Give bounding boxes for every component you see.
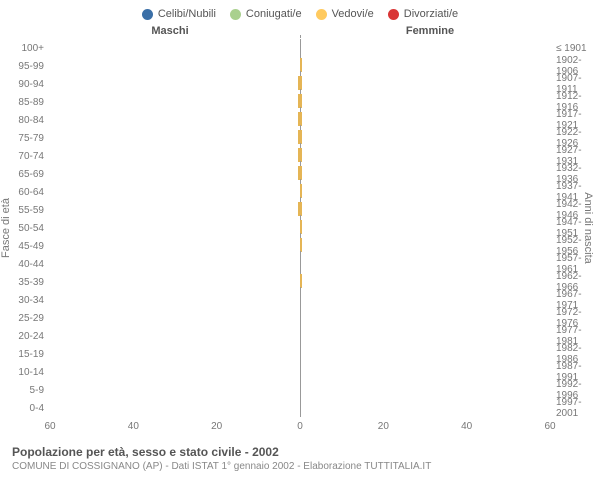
age-label: 50-54 (0, 223, 50, 234)
male-half (50, 381, 300, 399)
year-label: 1997-2001 (550, 397, 600, 419)
chart-area: Fasce di età Anni di nascita 100+ ≤ 1901… (0, 39, 600, 417)
legend-swatch (142, 9, 153, 20)
age-label: 60-64 (0, 187, 50, 198)
female-half (300, 399, 550, 417)
female-half (300, 255, 550, 273)
legend-item: Celibi/Nubili (142, 8, 216, 20)
male-half (50, 111, 300, 129)
x-axis: 20 40 60 0 20 40 60 (0, 417, 600, 435)
legend: Celibi/Nubili Coniugati/e Vedovi/e Divorzia… (0, 0, 600, 23)
age-label: 70-74 (0, 151, 50, 162)
female-half (300, 363, 550, 381)
x-tick: 60 (44, 421, 55, 432)
male-title: Maschi (0, 25, 300, 37)
age-label: 30-34 (0, 295, 50, 306)
age-label: 90-94 (0, 79, 50, 90)
female-half (300, 237, 550, 255)
male-half (50, 273, 300, 291)
legend-label: Coniugati/e (246, 8, 302, 20)
male-half (50, 309, 300, 327)
male-half (50, 129, 300, 147)
female-half (300, 183, 550, 201)
legend-swatch (230, 9, 241, 20)
x-tick: 60 (544, 421, 555, 432)
male-half (50, 219, 300, 237)
female-half (300, 327, 550, 345)
male-half (50, 75, 300, 93)
female-half (300, 93, 550, 111)
male-half (50, 363, 300, 381)
legend-label: Vedovi/e (332, 8, 374, 20)
age-label: 100+ (0, 43, 50, 54)
year-label: ≤ 1901 (550, 43, 600, 54)
male-half (50, 345, 300, 363)
female-half (300, 165, 550, 183)
female-half (300, 39, 550, 57)
male-half (50, 291, 300, 309)
chart-title: Popolazione per età, sesso e stato civil… (12, 445, 588, 459)
female-half (300, 219, 550, 237)
female-half (300, 273, 550, 291)
x-tick: 40 (128, 421, 139, 432)
male-half (50, 39, 300, 57)
male-half (50, 147, 300, 165)
female-half (300, 201, 550, 219)
x-tick: 20 (378, 421, 389, 432)
age-label: 35-39 (0, 277, 50, 288)
x-tick: 0 (297, 421, 303, 432)
female-half (300, 57, 550, 75)
female-half (300, 147, 550, 165)
chart-subtitle: COMUNE DI COSSIGNANO (AP) - Dati ISTAT 1… (12, 461, 588, 472)
age-label: 85-89 (0, 97, 50, 108)
female-half (300, 75, 550, 93)
male-half (50, 237, 300, 255)
age-label: 10-14 (0, 367, 50, 378)
age-label: 20-24 (0, 331, 50, 342)
male-half (50, 255, 300, 273)
female-half (300, 129, 550, 147)
legend-label: Divorziati/e (404, 8, 458, 20)
male-half (50, 399, 300, 417)
age-label: 40-44 (0, 259, 50, 270)
age-label: 5-9 (0, 385, 50, 396)
legend-swatch (388, 9, 399, 20)
x-tick: 40 (461, 421, 472, 432)
x-tick: 20 (211, 421, 222, 432)
male-half (50, 201, 300, 219)
age-label: 15-19 (0, 349, 50, 360)
female-title: Femmine (300, 25, 600, 37)
age-label: 0-4 (0, 403, 50, 414)
legend-item: Vedovi/e (316, 8, 374, 20)
male-half (50, 183, 300, 201)
age-label: 65-69 (0, 169, 50, 180)
legend-item: Coniugati/e (230, 8, 302, 20)
male-half (50, 165, 300, 183)
chart-footer: Popolazione per età, sesso e stato civil… (0, 435, 600, 472)
age-label: 55-59 (0, 205, 50, 216)
female-half (300, 345, 550, 363)
female-half (300, 111, 550, 129)
male-half (50, 57, 300, 75)
age-label: 25-29 (0, 313, 50, 324)
legend-swatch (316, 9, 327, 20)
age-label: 80-84 (0, 115, 50, 126)
female-half (300, 381, 550, 399)
age-label: 95-99 (0, 61, 50, 72)
male-half (50, 93, 300, 111)
age-label: 75-79 (0, 133, 50, 144)
female-half (300, 291, 550, 309)
legend-item: Divorziati/e (388, 8, 458, 20)
male-half (50, 327, 300, 345)
pyramid-rows: 100+ ≤ 1901 95-99 1902-1906 90-94 1907-1… (50, 39, 550, 417)
female-half (300, 309, 550, 327)
age-label: 45-49 (0, 241, 50, 252)
pyramid-row: 0-4 1997-2001 (50, 399, 550, 417)
legend-label: Celibi/Nubili (158, 8, 216, 20)
